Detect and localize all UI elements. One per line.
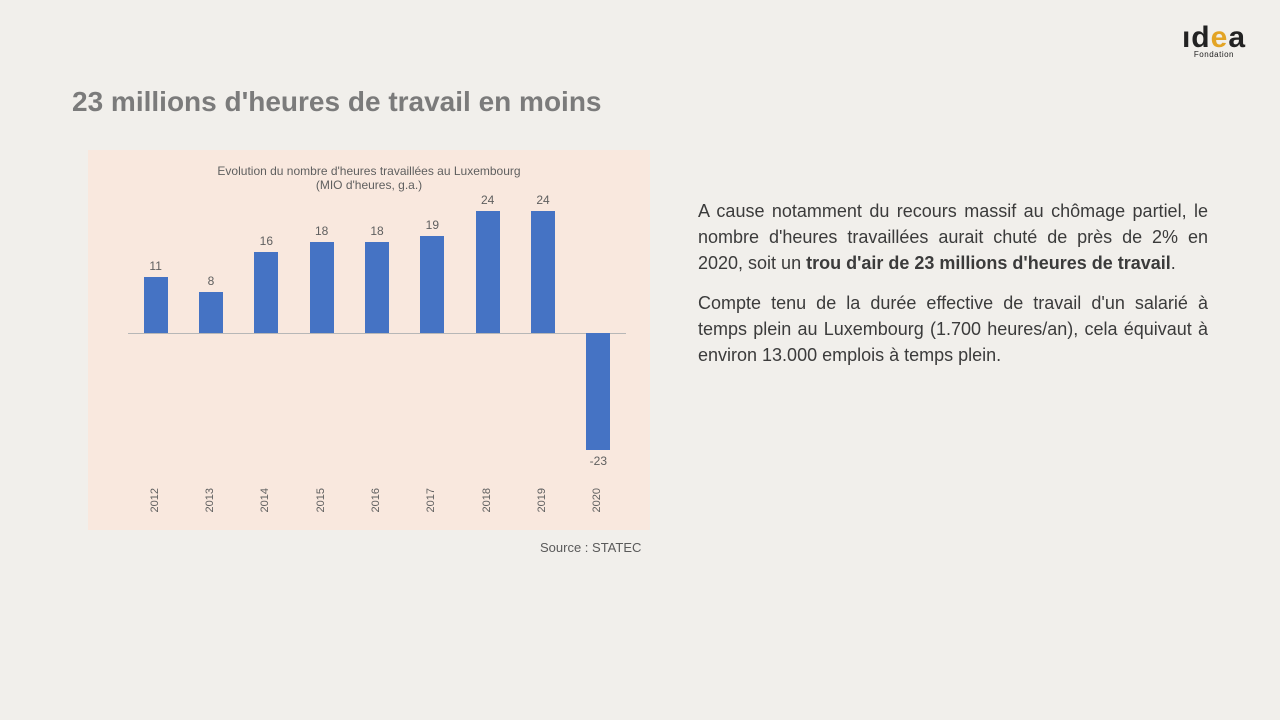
paragraph-1: A cause notamment du recours massif au c… (698, 198, 1208, 276)
chart-container: Evolution du nombre d'heures travaillées… (88, 150, 650, 530)
chart-bar (586, 333, 610, 450)
chart-x-label: 2020 (591, 488, 605, 512)
chart-title-line2: (MIO d'heures, g.a.) (316, 178, 422, 192)
chart-bar (310, 242, 334, 333)
chart-bar (144, 277, 168, 333)
page-title: 23 millions d'heures de travail en moins (72, 86, 602, 118)
chart-bar-label: 8 (191, 274, 231, 288)
chart-bar (476, 211, 500, 333)
chart-bar (420, 236, 444, 333)
chart-bar (199, 292, 223, 333)
chart-x-label: 2017 (425, 488, 439, 512)
chart-x-label: 2019 (536, 488, 550, 512)
logo: ıdea Fondation (1182, 24, 1246, 59)
chart-bar (254, 252, 278, 333)
chart-x-label: 2018 (481, 488, 495, 512)
chart-title-line1: Evolution du nombre d'heures travaillées… (217, 164, 520, 178)
chart-bar-label: 18 (357, 224, 397, 238)
body-text: A cause notamment du recours massif au c… (698, 198, 1208, 382)
chart-x-label: 2015 (315, 488, 329, 512)
chart-x-label: 2014 (259, 488, 273, 512)
chart-plot-area: 118161818192424-23 (128, 206, 626, 460)
p1-bold: trou d'air de 23 millions d'heures de tr… (806, 253, 1171, 273)
chart-bar-label: 16 (246, 234, 286, 248)
chart-bar-label: 18 (302, 224, 342, 238)
chart-bar-label: -23 (578, 454, 618, 468)
p1-post: . (1171, 253, 1176, 273)
chart-x-label: 2016 (370, 488, 384, 512)
chart-bar (365, 242, 389, 333)
chart-bar-label: 24 (523, 193, 563, 207)
chart-title: Evolution du nombre d'heures travaillées… (88, 150, 650, 192)
chart-x-label: 2013 (204, 488, 218, 512)
paragraph-2: Compte tenu de la durée effective de tra… (698, 290, 1208, 368)
chart-bar-label: 24 (468, 193, 508, 207)
chart-bar-label: 11 (136, 259, 176, 273)
chart-source: Source : STATEC (540, 540, 641, 555)
chart-bar-label: 19 (412, 218, 452, 232)
chart-baseline (128, 333, 626, 334)
chart-bar (531, 211, 555, 333)
logo-wordmark: ıdea (1182, 24, 1246, 52)
chart-x-label: 2012 (149, 488, 163, 512)
